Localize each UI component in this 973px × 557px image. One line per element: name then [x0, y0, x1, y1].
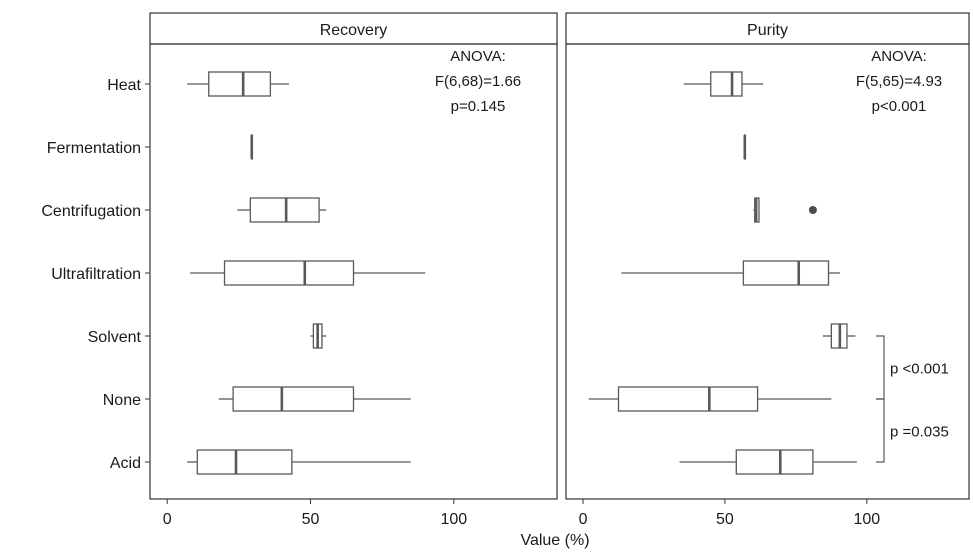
box-recovery-ultrafiltration [190, 260, 426, 286]
x-tick-label-recovery-100: 100 [440, 511, 467, 528]
y-tick-label-ultrafiltration: Ultrafiltration [51, 266, 141, 283]
box-recovery-centrifugation [237, 197, 327, 223]
iqr-box-recovery-acid [196, 449, 293, 475]
panel-recovery: Recovery 0 50 100 ANOVA: F(6,68)=1.66 p=0.145 [149, 12, 558, 528]
y-tick-label-fermentation: Fermentation [47, 140, 141, 157]
box-recovery-none [218, 386, 411, 412]
box-recovery-heat [187, 71, 290, 97]
iqr-box-recovery-centrifugation [249, 197, 320, 223]
box-purity-none [588, 386, 832, 412]
box-recovery-acid [187, 449, 411, 475]
bracket-purity-0: p <0.001 [876, 335, 949, 400]
outlier-purity-centrifugation-0 [808, 206, 817, 214]
axis-layer: Heat Fermentation Centrifugation Ultrafiltr… [41, 77, 150, 472]
y-tick-label-centrifugation: Centrifugation [41, 203, 141, 220]
y-tick-label-heat: Heat [107, 77, 141, 94]
y-tick-label-solvent: Solvent [88, 329, 142, 346]
anova-annotation-recovery-0: ANOVA: [450, 48, 506, 65]
bracket-label-purity-1: p =0.035 [890, 424, 949, 441]
panel-border-purity [565, 43, 970, 500]
iqr-box-purity-heat [710, 71, 743, 97]
bracket-label-purity-0: p <0.001 [890, 361, 949, 378]
bracket-purity-1: p =0.035 [876, 398, 949, 463]
iqr-box-purity-ultrafiltration [742, 260, 830, 286]
box-purity-fermentation [743, 134, 747, 160]
x-tick-label-purity-100: 100 [853, 511, 880, 528]
bracket-line-purity-1 [876, 398, 885, 463]
iqr-box-recovery-heat [208, 71, 272, 97]
anova-annotation-recovery-2: p=0.145 [451, 98, 506, 115]
box-purity-ultrafiltration [621, 260, 840, 286]
panel-purity: Purity 0 50 100 ANOVA: F(5,65)=4.93 p<0.001 p <… [565, 12, 970, 528]
anova-annotation-purity-0: ANOVA: [871, 48, 927, 65]
strip-title-purity: Purity [747, 22, 788, 39]
x-tick-label-purity-50: 50 [716, 511, 734, 528]
x-tick-label-purity-0: 0 [579, 511, 588, 528]
iqr-box-purity-acid [735, 449, 814, 475]
box-purity-solvent [822, 323, 856, 349]
box-recovery-fermentation [250, 134, 254, 160]
box-recovery-solvent [310, 323, 327, 349]
y-tick-label-acid: Acid [110, 455, 141, 472]
box-purity-heat [683, 71, 764, 97]
x-axis-title: Value (%) [520, 532, 589, 549]
box-purity-acid [679, 449, 857, 475]
strip-title-recovery: Recovery [320, 22, 388, 39]
y-tick-label-none: None [103, 392, 141, 409]
strip-purity [565, 12, 970, 45]
anova-annotation-purity-1: F(5,65)=4.93 [856, 73, 942, 90]
anova-annotation-recovery-1: F(6,68)=1.66 [435, 73, 521, 90]
iqr-box-recovery-none [232, 386, 355, 412]
anova-annotation-purity-2: p<0.001 [872, 98, 927, 115]
x-tick-label-recovery-0: 0 [163, 511, 172, 528]
panel-border-recovery [149, 43, 558, 500]
bracket-line-purity-0 [876, 335, 885, 400]
box-purity-centrifugation [753, 197, 817, 223]
iqr-box-purity-none [617, 386, 759, 412]
iqr-box-recovery-ultrafiltration [223, 260, 355, 286]
x-tick-label-recovery-50: 50 [302, 511, 320, 528]
